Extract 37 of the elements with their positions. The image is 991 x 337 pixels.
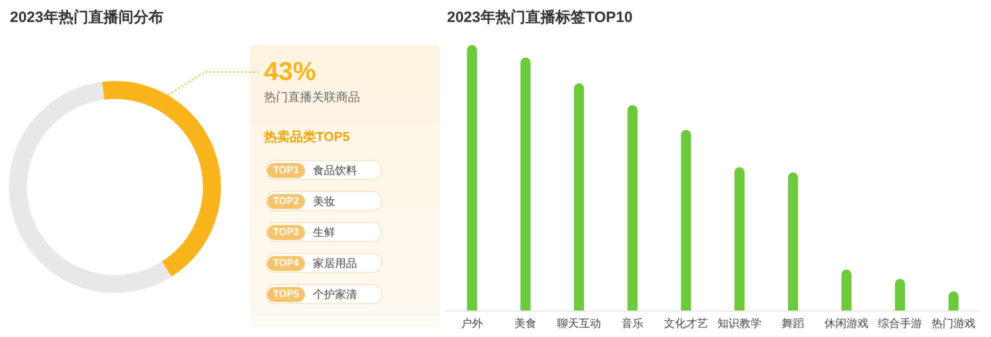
- text: 个护家清: [312, 288, 357, 302]
- text: 食品饮料: [312, 164, 357, 178]
- x-tick-label: 热门游戏: [931, 316, 976, 330]
- x-tick-label: 综合手游: [878, 316, 922, 330]
- bar: [574, 83, 584, 311]
- chart-title: 2023年热门直播标签TOP10: [447, 8, 633, 27]
- x-tick-label: 舞蹈: [782, 316, 804, 330]
- bar: [520, 58, 530, 311]
- x-tick-label: 文化才艺: [664, 316, 708, 330]
- donut-slice: [9, 82, 172, 293]
- bar: [681, 130, 691, 311]
- bar: [628, 105, 638, 311]
- bar: [788, 172, 798, 311]
- x-tick-label: 户外: [460, 316, 483, 330]
- bar: [895, 278, 905, 311]
- donut-slice: [102, 81, 221, 277]
- x-tick-label: 美食: [514, 316, 536, 330]
- data-label: 43%: [264, 56, 318, 87]
- text: 生鲜: [312, 226, 335, 240]
- bar: [734, 167, 744, 311]
- x-tick-label: 休闲游戏: [824, 316, 868, 330]
- chart-title: 2023年热门直播间分布: [10, 8, 164, 27]
- text: 家居用品: [312, 256, 357, 270]
- category-label: TOP3: [267, 224, 305, 240]
- text: 美妆: [312, 194, 335, 208]
- category-label: TOP2: [267, 194, 305, 208]
- x-tick-label: 聊天互动: [556, 318, 601, 330]
- bar: [948, 291, 958, 311]
- x-tick-label: 知识教学: [717, 318, 762, 330]
- category-label: TOP4: [267, 256, 305, 270]
- x-tick-label: 音乐: [621, 316, 644, 330]
- category-label: TOP1: [267, 162, 305, 178]
- slice-label: 热门直播关联商品: [264, 89, 360, 106]
- bar: [842, 270, 852, 311]
- text: 热卖品类TOP5: [264, 128, 350, 146]
- bar: [467, 45, 477, 311]
- category-label: TOP5: [267, 286, 305, 302]
